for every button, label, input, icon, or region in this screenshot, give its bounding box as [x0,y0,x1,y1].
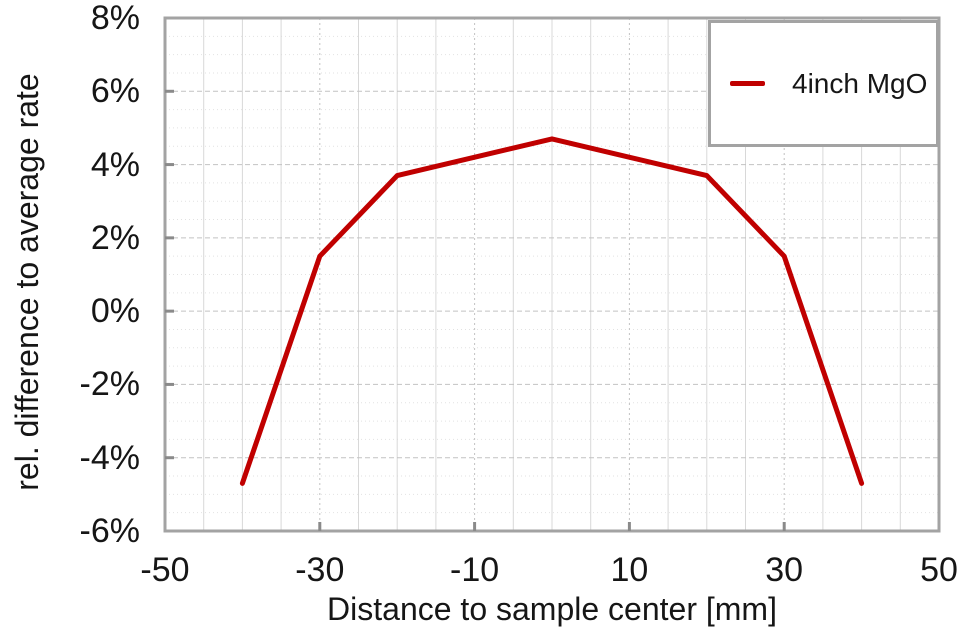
x-tick-label: -30 [295,551,345,589]
y-tick-label: 2% [90,218,140,257]
y-axis-title: rel. difference to average rate [9,73,45,491]
x-tick-label: 30 [765,551,804,589]
plot-border [163,16,941,533]
x-tick-label: -10 [450,551,500,589]
y-tick-label: -4% [79,438,140,477]
y-tick-label: 0% [90,292,140,331]
legend: 4inch MgO [708,20,939,147]
x-tick-label: 50 [920,551,958,589]
y-tick-label: 8% [90,0,140,37]
x-tick-label: -50 [140,551,190,589]
y-tick-label: -2% [79,365,140,404]
y-tick-label: 4% [90,145,140,184]
y-tick-label: -6% [79,512,140,550]
series-line [239,136,865,486]
legend-series-label: 4inch MgO [792,67,928,99]
x-tick-label: 10 [610,551,649,589]
y-tick-label: 6% [90,72,140,111]
x-axis-title: Distance to sample center [mm] [327,591,777,627]
legend-line-marker [730,81,765,86]
